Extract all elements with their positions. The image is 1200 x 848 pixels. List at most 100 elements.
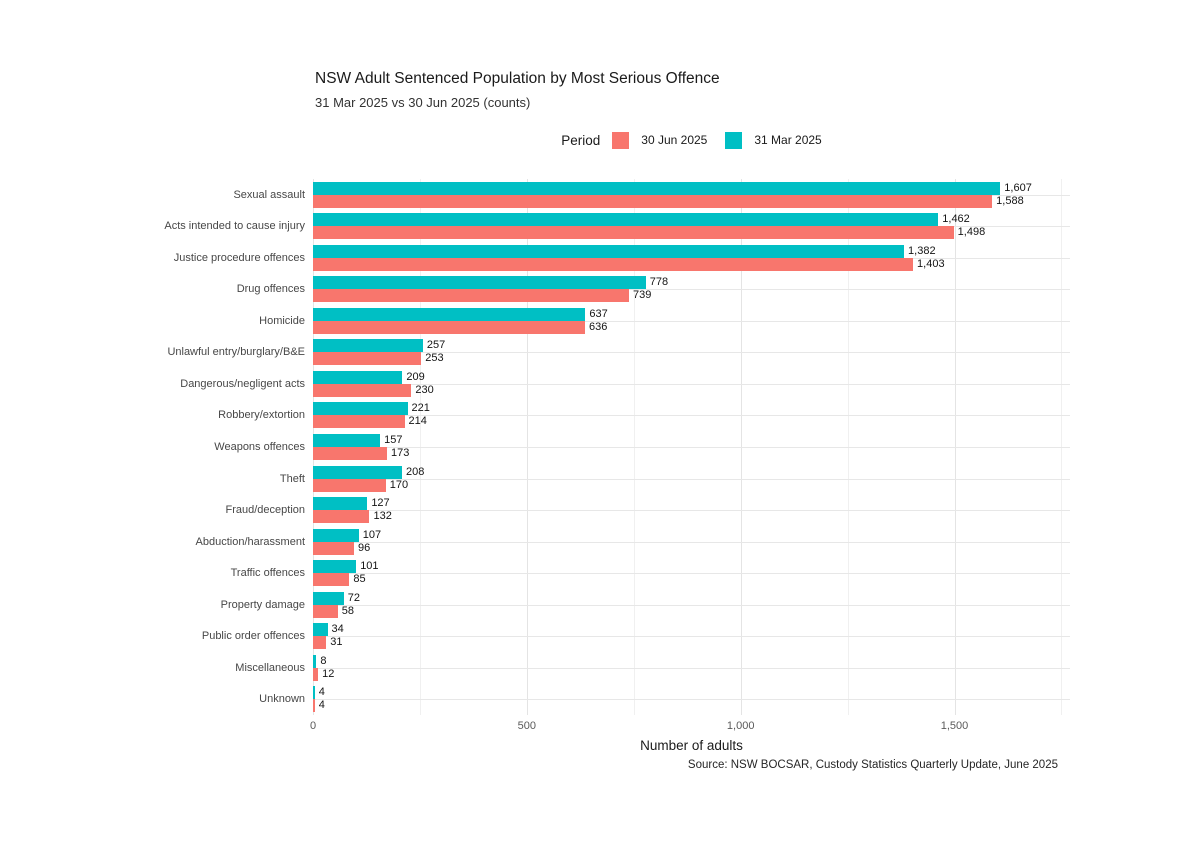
bar-30-jun-2025-robbery-extortion [313,415,405,429]
value-label-31-mar-2025-sexual-assault: 1,607 [1004,181,1032,194]
bar-31-mar-2025-dangerous-negligent-acts [313,370,403,384]
chart-row-abduction-harassment: 107 96 [313,526,1070,558]
bar-31-mar-2025-justice-procedure-offences [313,244,905,258]
chart-row-dangerous-negligent-acts: 209 230 [313,368,1070,400]
value-label-31-mar-2025-fraud-deception: 127 [371,497,390,510]
chart-row-sexual-assault: 1,607 1,588 [313,179,1070,211]
bar-31-mar-2025-unlawful-entry-burglary-b-e [313,339,423,353]
gridline-minor [633,179,635,715]
gridline-horizontal [313,415,1070,417]
chart-row-traffic-offences: 101 85 [313,557,1070,589]
value-label-30-jun-2025-drug-offences: 739 [633,289,652,302]
value-label-30-jun-2025-justice-procedure-offences: 1,403 [917,257,945,270]
chart-row-unlawful-entry-burglary-b-e: 257 253 [313,337,1070,369]
bar-30-jun-2025-public-order-offences [313,636,327,650]
gridline-horizontal [313,320,1070,322]
chart-title: NSW Adult Sentenced Population by Most S… [315,70,720,87]
category-label-justice-procedure-offences: Justice procedure offences [173,251,305,264]
value-label-31-mar-2025-public-order-offences: 34 [331,623,344,636]
legend-title: Period [561,132,601,148]
x-tick-label-500: 500 [517,720,537,732]
gridline-horizontal [313,604,1070,606]
value-label-30-jun-2025-traffic-offences: 85 [353,573,366,586]
legend-label-30-jun-2025: 30 Jun 2025 [641,133,708,147]
gridline-horizontal [313,478,1070,480]
bar-30-jun-2025-sexual-assault [313,194,993,208]
x-tick-label-1-000: 1,000 [726,720,755,732]
category-axis: Sexual assault Acts intended to cause inj… [60,179,305,715]
chart-row-miscellaneous: 8 12 [313,652,1070,684]
value-label-30-jun-2025-homicide: 636 [589,320,608,333]
value-label-31-mar-2025-acts-intended-to-cause-injury: 1,462 [942,213,970,226]
chart-row-public-order-offences: 34 31 [313,620,1070,652]
bar-30-jun-2025-drug-offences [313,289,630,303]
value-label-31-mar-2025-weapons-offences: 157 [384,434,403,447]
legend-item-30-jun-2025: 30 Jun 2025 [612,131,708,149]
chart-row-justice-procedure-offences: 1,382 1,403 [313,242,1070,274]
gridline-horizontal [313,447,1070,449]
bar-31-mar-2025-miscellaneous [313,654,317,668]
gridline-horizontal [313,352,1070,354]
legend-label-31-mar-2025: 31 Mar 2025 [754,133,822,147]
bar-30-jun-2025-property-damage [313,604,338,618]
gridline-horizontal [313,541,1070,543]
chart-rows: 1,607 1,588 1,462 1,498 1,382 1,403 778 739 637 6… [313,179,1070,715]
category-label-public-order-offences: Public order offences [201,630,305,643]
value-label-30-jun-2025-abduction-harassment: 96 [358,541,371,554]
chart-row-acts-intended-to-cause-injury: 1,462 1,498 [313,211,1070,243]
legend-swatch-31-mar-2025 [725,131,743,149]
value-label-31-mar-2025-property-damage: 72 [347,591,361,604]
chart-row-property-damage: 72 58 [313,589,1070,621]
gridline-major [526,179,528,715]
legend-item-31-mar-2025: 31 Mar 2025 [725,131,822,149]
gridline-horizontal [313,510,1070,512]
gridline-horizontal [313,667,1070,669]
category-label-acts-intended-to-cause-injury: Acts intended to cause injury [164,220,305,233]
bar-31-mar-2025-fraud-deception [313,497,368,511]
category-label-weapons-offences: Weapons offences [214,441,305,454]
category-label-unlawful-entry-burglary-b-e: Unlawful entry/burglary/B&E [167,346,305,359]
bar-31-mar-2025-robbery-extortion [313,402,408,416]
bar-31-mar-2025-abduction-harassment [313,528,359,542]
bar-30-jun-2025-justice-procedure-offences [313,257,914,271]
category-label-dangerous-negligent-acts: Dangerous/negligent acts [180,377,305,390]
value-label-30-jun-2025-unlawful-entry-burglary-b-e: 253 [425,352,444,365]
legend: Period 30 Jun 2025 31 Mar 2025 [313,128,1070,152]
bar-30-jun-2025-theft [313,478,386,492]
gridline-major [954,179,956,715]
chart-row-weapons-offences: 157 173 [313,431,1070,463]
gridline-minor [847,179,849,715]
value-label-31-mar-2025-unlawful-entry-burglary-b-e: 257 [426,339,446,352]
value-label-31-mar-2025-abduction-harassment: 107 [362,528,382,541]
value-label-31-mar-2025-miscellaneous: 8 [320,654,327,667]
value-label-30-jun-2025-property-damage: 58 [341,604,355,617]
gridline-minor [1061,179,1063,715]
bar-30-jun-2025-unknown [313,699,315,713]
value-label-30-jun-2025-robbery-extortion: 214 [408,415,427,428]
bar-30-jun-2025-weapons-offences [313,447,387,461]
chart-subtitle: 31 Mar 2025 vs 30 Jun 2025 (counts) [315,95,531,110]
plot-area: 1,607 1,588 1,462 1,498 1,382 1,403 778 739 637 6… [313,179,1070,715]
gridline-horizontal [313,699,1070,701]
value-label-30-jun-2025-dangerous-negligent-acts: 230 [415,383,434,396]
bar-30-jun-2025-traffic-offences [313,573,350,587]
bar-30-jun-2025-miscellaneous [313,667,319,681]
chart-row-homicide: 637 636 [313,305,1070,337]
bar-31-mar-2025-theft [313,465,402,479]
x-axis-ticks: 0 500 1,000 1,500 [309,720,1070,734]
category-label-fraud-deception: Fraud/deception [225,504,306,517]
chart-row-theft: 208 170 [313,463,1070,495]
bar-30-jun-2025-abduction-harassment [313,541,355,555]
category-label-property-damage: Property damage [220,598,305,611]
gridline-minor [419,179,421,715]
chart-row-drug-offences: 778 739 [313,274,1070,306]
bar-30-jun-2025-fraud-deception [313,510,370,524]
x-axis-title: Number of adults [640,738,743,753]
value-label-30-jun-2025-sexual-assault: 1,588 [996,194,1024,207]
x-tick-label-0: 0 [309,720,317,732]
gridline-horizontal [313,636,1070,638]
value-label-30-jun-2025-public-order-offences: 31 [330,636,343,649]
gridline-horizontal [313,573,1070,575]
